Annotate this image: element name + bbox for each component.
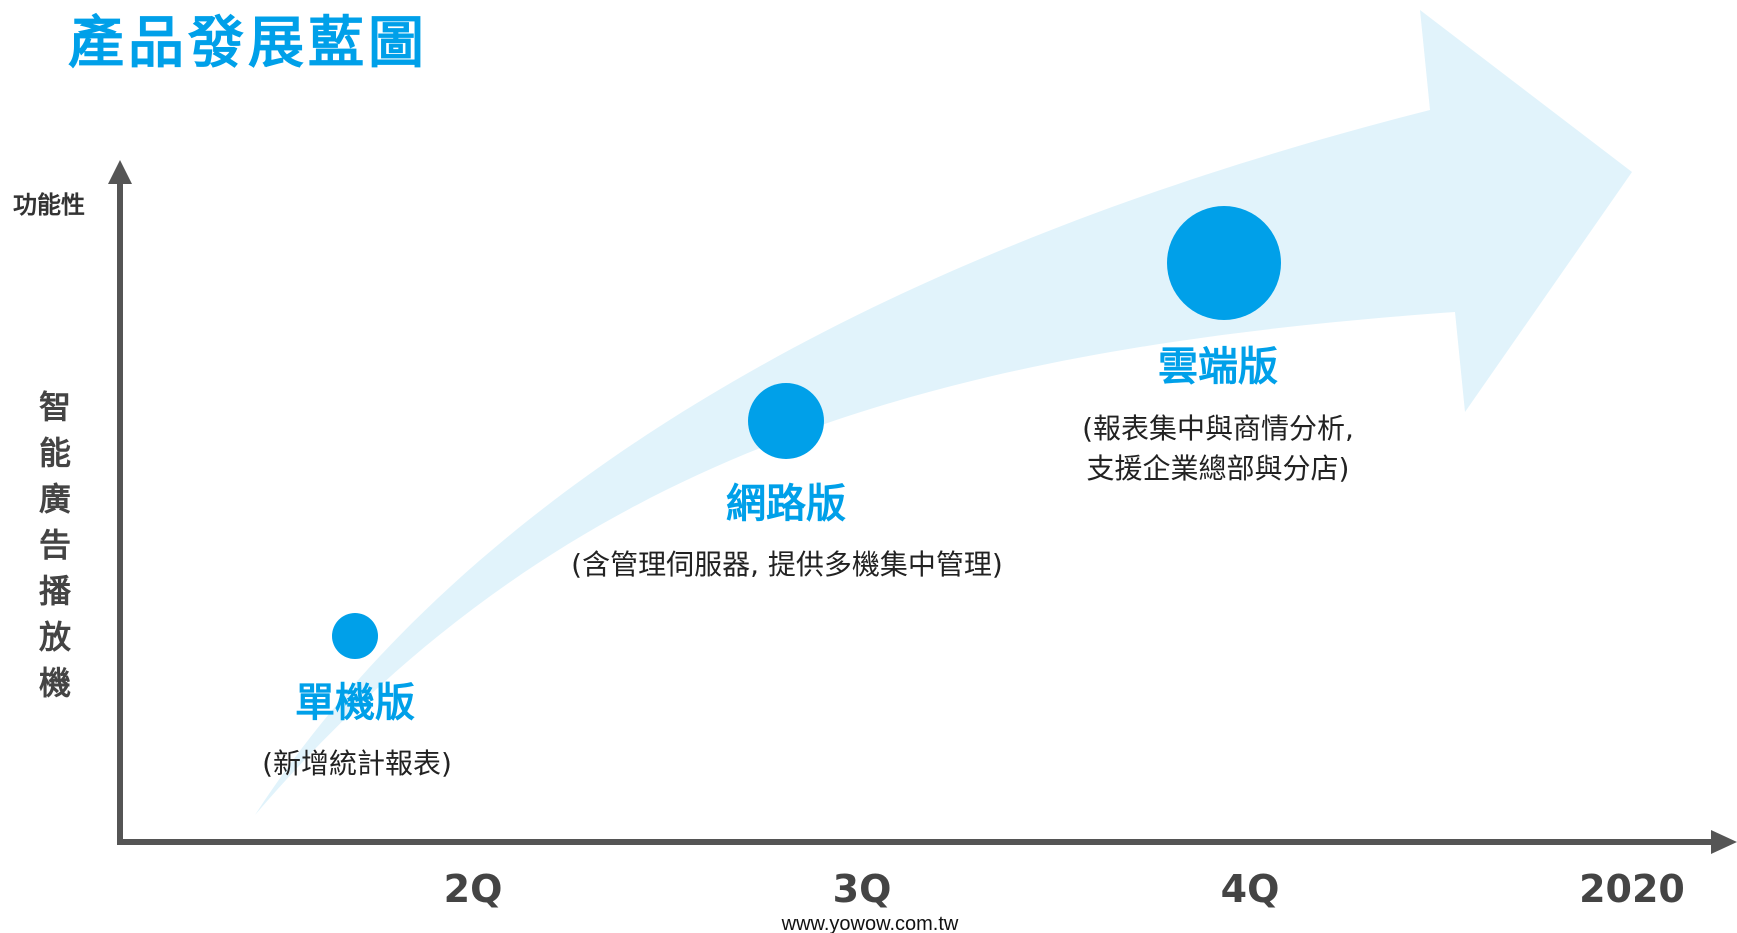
x-axis-ticks: 2Q 3Q 4Q 2020	[444, 867, 1685, 911]
stage-dot	[748, 383, 824, 459]
stage-cloud: 雲端版 (報表集中與商情分析, 支援企業總部與分店)	[1082, 206, 1354, 485]
stage-dot	[1167, 206, 1281, 320]
stage-name: 網路版	[726, 481, 846, 527]
growth-arrow	[255, 10, 1632, 815]
y-axis-arrowhead	[108, 160, 132, 184]
y-axis-side-char: 播	[39, 572, 72, 610]
y-axis-side-label: 智 能 廣 告 播 放 機	[39, 388, 72, 702]
y-axis-side-char: 智	[39, 388, 71, 426]
x-axis-arrowhead	[1711, 830, 1737, 854]
x-tick-label: 3Q	[833, 867, 892, 911]
footer-url: www.yowow.com.tw	[781, 913, 959, 933]
y-axis-side-char: 放	[39, 618, 72, 656]
y-axis-side-char: 機	[39, 664, 71, 702]
x-tick-label: 2Q	[444, 867, 503, 911]
x-tick-label: 4Q	[1221, 867, 1280, 911]
stage-name: 雲端版	[1158, 344, 1278, 390]
x-tick-label: 2020	[1579, 867, 1685, 911]
stage-desc: (含管理伺服器, 提供多機集中管理)	[571, 548, 1003, 581]
page-title: 產品發展藍圖	[68, 11, 428, 76]
stage-name: 單機版	[295, 680, 415, 726]
stage-standalone: 單機版 (新增統計報表)	[262, 613, 452, 780]
stage-desc: 支援企業總部與分店)	[1087, 452, 1350, 485]
y-axis-side-char: 廣	[39, 480, 71, 518]
stage-desc: (新增統計報表)	[262, 747, 452, 780]
y-axis-side-char: 告	[39, 526, 71, 564]
y-axis-side-char: 能	[39, 434, 71, 472]
stage-dot	[332, 613, 378, 659]
stage-network: 網路版 (含管理伺服器, 提供多機集中管理)	[571, 383, 1003, 581]
stage-desc: (報表集中與商情分析,	[1082, 412, 1354, 445]
y-axis-top-label: 功能性	[13, 191, 85, 219]
